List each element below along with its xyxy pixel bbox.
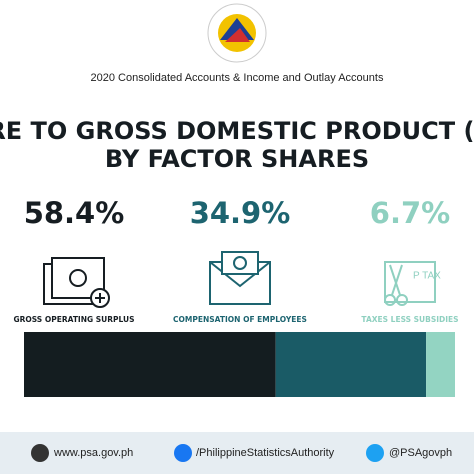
factor-label: TAXES LESS SUBSIDIES bbox=[361, 315, 458, 324]
title-line: BY FACTOR SHARES bbox=[105, 145, 369, 173]
bar-segment bbox=[426, 332, 455, 397]
factor-label: COMPENSATION OF EMPLOYEES bbox=[173, 315, 307, 324]
subtitle: 2020 Consolidated Accounts & Income and … bbox=[91, 72, 384, 84]
bar-segment bbox=[275, 332, 427, 397]
icon-envelope bbox=[209, 251, 271, 305]
factor-label: GROSS OPERATING SURPLUS bbox=[13, 315, 134, 324]
icon-tax: P TAX bbox=[384, 261, 441, 306]
logo bbox=[207, 3, 267, 63]
facebook-link[interactable]: /PhilippineStatisticsAuthority bbox=[196, 447, 335, 459]
bar-segment bbox=[24, 332, 276, 397]
icon-money bbox=[43, 257, 110, 308]
percent-label: 34.9% bbox=[190, 196, 291, 230]
footer-band bbox=[0, 432, 474, 474]
svg-text:P TAX: P TAX bbox=[413, 271, 441, 282]
facebook-icon bbox=[174, 444, 192, 462]
website[interactable]: www.psa.gov.ph bbox=[53, 447, 133, 459]
title-line: SHARE TO GROSS DOMESTIC PRODUCT (GDP) bbox=[0, 117, 474, 145]
twitter-icon bbox=[366, 444, 384, 462]
twitter-link[interactable]: @PSAgovph bbox=[389, 447, 452, 459]
percent-label: 58.4% bbox=[24, 196, 125, 230]
web-icon bbox=[31, 444, 49, 462]
percent-label: 6.7% bbox=[370, 196, 450, 230]
